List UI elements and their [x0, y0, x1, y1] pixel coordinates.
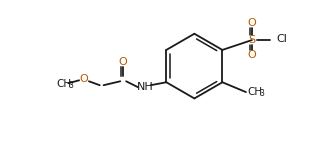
Text: Cl: Cl — [276, 34, 287, 44]
Text: NH: NH — [136, 82, 153, 92]
Text: S: S — [248, 35, 255, 45]
Text: O: O — [247, 50, 256, 60]
Text: O: O — [247, 18, 256, 28]
Text: 3: 3 — [68, 81, 73, 90]
Text: 3: 3 — [259, 89, 264, 98]
Text: O: O — [119, 57, 127, 67]
Text: O: O — [80, 74, 88, 84]
Text: CH: CH — [56, 79, 72, 89]
Text: CH: CH — [248, 87, 263, 97]
